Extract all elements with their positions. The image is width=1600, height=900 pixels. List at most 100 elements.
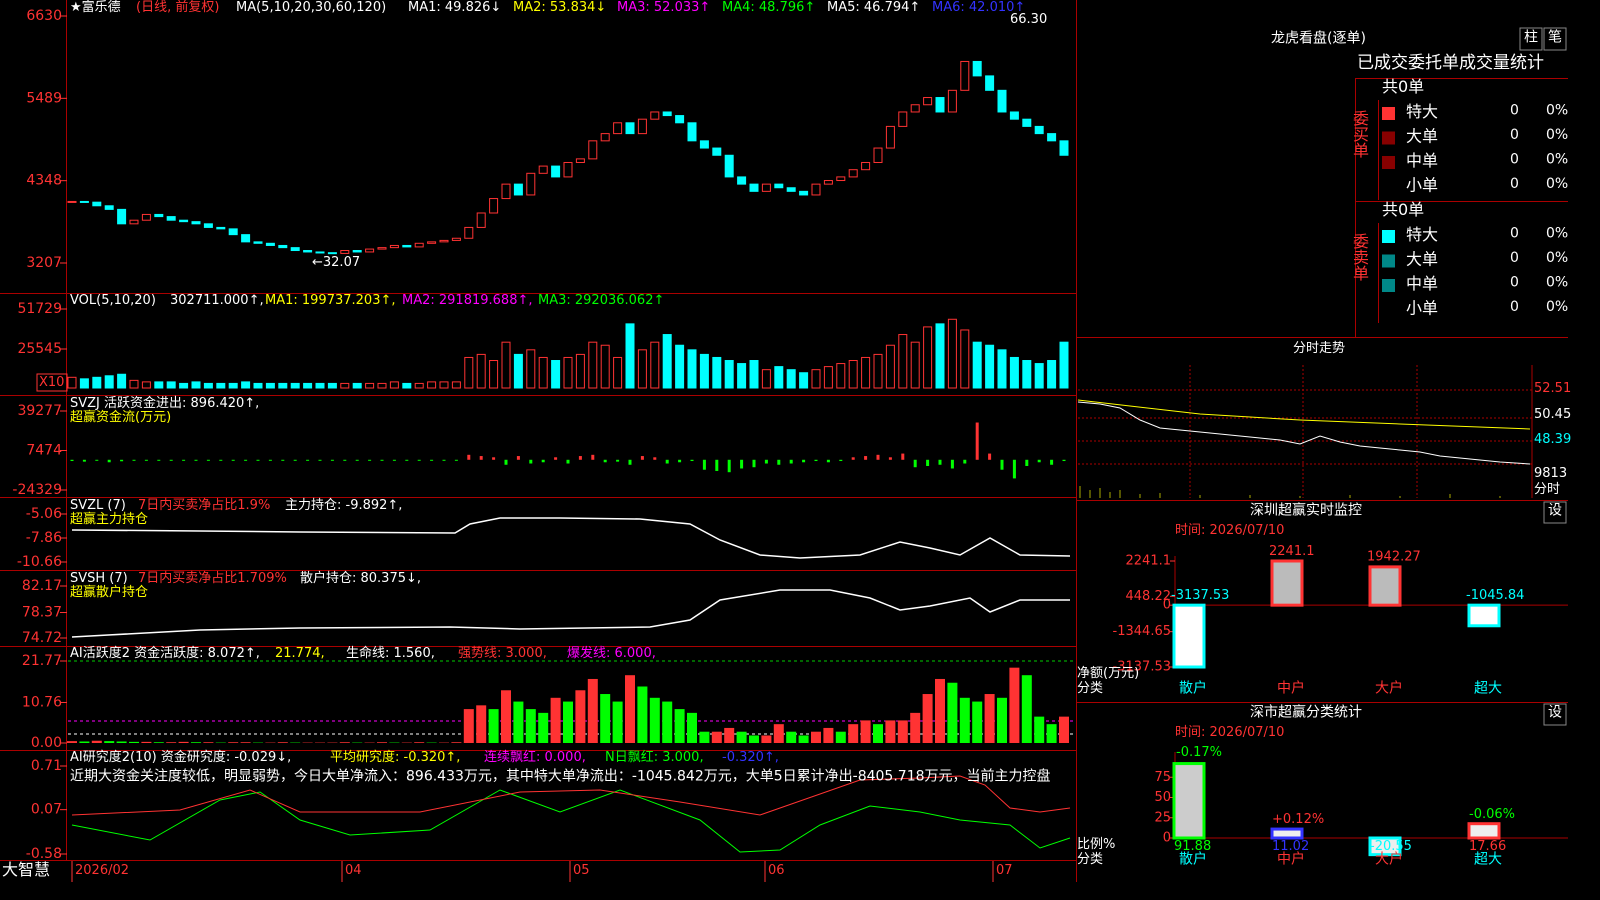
- flow-bar: [392, 459, 396, 461]
- candle: [786, 187, 796, 192]
- flow-bar: [566, 459, 570, 464]
- volume-bar: [117, 373, 127, 389]
- label: 龙虎看盘(逐单): [1271, 30, 1366, 47]
- volume-bar: [141, 381, 151, 389]
- row-swatch: [1382, 279, 1395, 292]
- activity-bar: [786, 731, 797, 743]
- flow-bar: [256, 459, 260, 461]
- activity-bar: [662, 701, 673, 743]
- settings-button[interactable]: [1543, 703, 1567, 726]
- label: 超赢主力持仓: [70, 511, 148, 527]
- frame: [0, 0, 1568, 882]
- category-label: 中户: [1277, 851, 1305, 868]
- label: 共0单: [1382, 77, 1424, 96]
- flow-bar: [554, 457, 558, 460]
- category-label: 散户: [1179, 680, 1207, 697]
- flow-bar: [1012, 459, 1016, 479]
- flow-bar: [1037, 459, 1041, 463]
- flow-bar: [244, 459, 248, 461]
- y-tick-label: 51729: [17, 301, 62, 317]
- volume-bar: [104, 375, 114, 389]
- candle: [526, 172, 536, 196]
- volume-bar: [861, 356, 871, 389]
- flow-bar: [206, 459, 210, 461]
- tab-button[interactable]: [1519, 27, 1543, 51]
- activity-bar: [1034, 716, 1045, 743]
- activity-bar: [1009, 667, 1020, 743]
- y-tick-label: 10.76: [22, 694, 62, 710]
- label: -1045.84: [1466, 588, 1524, 603]
- candle: [650, 111, 660, 120]
- y-tick-label: 4348: [26, 173, 62, 189]
- candle: [315, 251, 325, 254]
- activity-bar: [1059, 716, 1069, 743]
- activity-bar: [339, 742, 350, 743]
- settings-button[interactable]: [1543, 501, 1567, 524]
- label: VOL(5,10,20): [70, 293, 156, 308]
- activity-bar: [488, 709, 499, 743]
- flow-bar: [616, 459, 620, 462]
- y-tick-label: -0.58: [26, 846, 62, 862]
- candle: [662, 111, 672, 117]
- activity-bar: [501, 690, 511, 743]
- label: 比例%: [1077, 837, 1115, 852]
- candle: [365, 248, 375, 253]
- row-swatch: [1382, 254, 1395, 268]
- bar: [1172, 762, 1206, 840]
- flow-bar: [764, 459, 768, 464]
- label: -20.55: [1370, 839, 1412, 854]
- label: MA5: 46.794↑: [827, 0, 920, 15]
- y-tick-label: -1344.65: [1113, 624, 1171, 639]
- label: 爆发线: 6.000,: [567, 645, 656, 661]
- activity-bar: [637, 686, 648, 743]
- volume-bar: [575, 353, 585, 389]
- activity-bar: [997, 697, 1007, 743]
- label: 中单: [1406, 274, 1438, 293]
- label: 净额(万元): [1077, 666, 1139, 681]
- label: +0.12%: [1272, 812, 1324, 827]
- label: 平均研究度: -0.320↑,: [330, 749, 460, 765]
- activity-bar: [724, 727, 735, 743]
- activity-bar: [91, 740, 102, 743]
- category-label: 大户: [1375, 851, 1403, 868]
- label: 共0单: [1382, 200, 1424, 219]
- label: 笔: [1548, 30, 1562, 46]
- label: SVZL (7): [70, 498, 126, 513]
- candle: [265, 242, 275, 246]
- volume-bar: [241, 381, 251, 389]
- volume-bar: [997, 349, 1007, 389]
- bar: [1467, 822, 1501, 840]
- label: MA2: 53.834↓: [513, 0, 606, 15]
- activity-bar: [67, 741, 77, 743]
- category-label: 散户: [1179, 851, 1207, 868]
- label: 设: [1548, 503, 1562, 519]
- flow-bar: [876, 454, 880, 460]
- label: 生命线: 1.560,: [346, 645, 435, 661]
- label: 0%: [1546, 176, 1568, 192]
- label: MA6: 42.010↑: [932, 0, 1025, 15]
- activity-bar: [166, 742, 177, 743]
- candle: [799, 190, 809, 196]
- candle: [861, 161, 871, 171]
- activity-bar: [711, 731, 722, 743]
- candle: [551, 165, 561, 178]
- activity-bar: [625, 675, 635, 743]
- volume-bar: [588, 341, 598, 389]
- volume-bar: [947, 318, 957, 389]
- tab-button[interactable]: [1543, 27, 1567, 51]
- candle: [427, 241, 437, 244]
- flow-bar: [814, 459, 818, 462]
- volume-bar: [662, 334, 672, 389]
- label: 小单: [1406, 176, 1438, 195]
- flow-bar: [132, 459, 136, 461]
- volume-bar: [389, 381, 399, 389]
- volume-bar: [811, 369, 821, 389]
- volume-bar: [365, 382, 375, 389]
- candle: [836, 176, 846, 182]
- candle: [737, 176, 747, 185]
- label: 06: [768, 863, 785, 878]
- row-swatch: [1382, 230, 1395, 243]
- candle: [774, 183, 784, 189]
- candle: [935, 97, 945, 113]
